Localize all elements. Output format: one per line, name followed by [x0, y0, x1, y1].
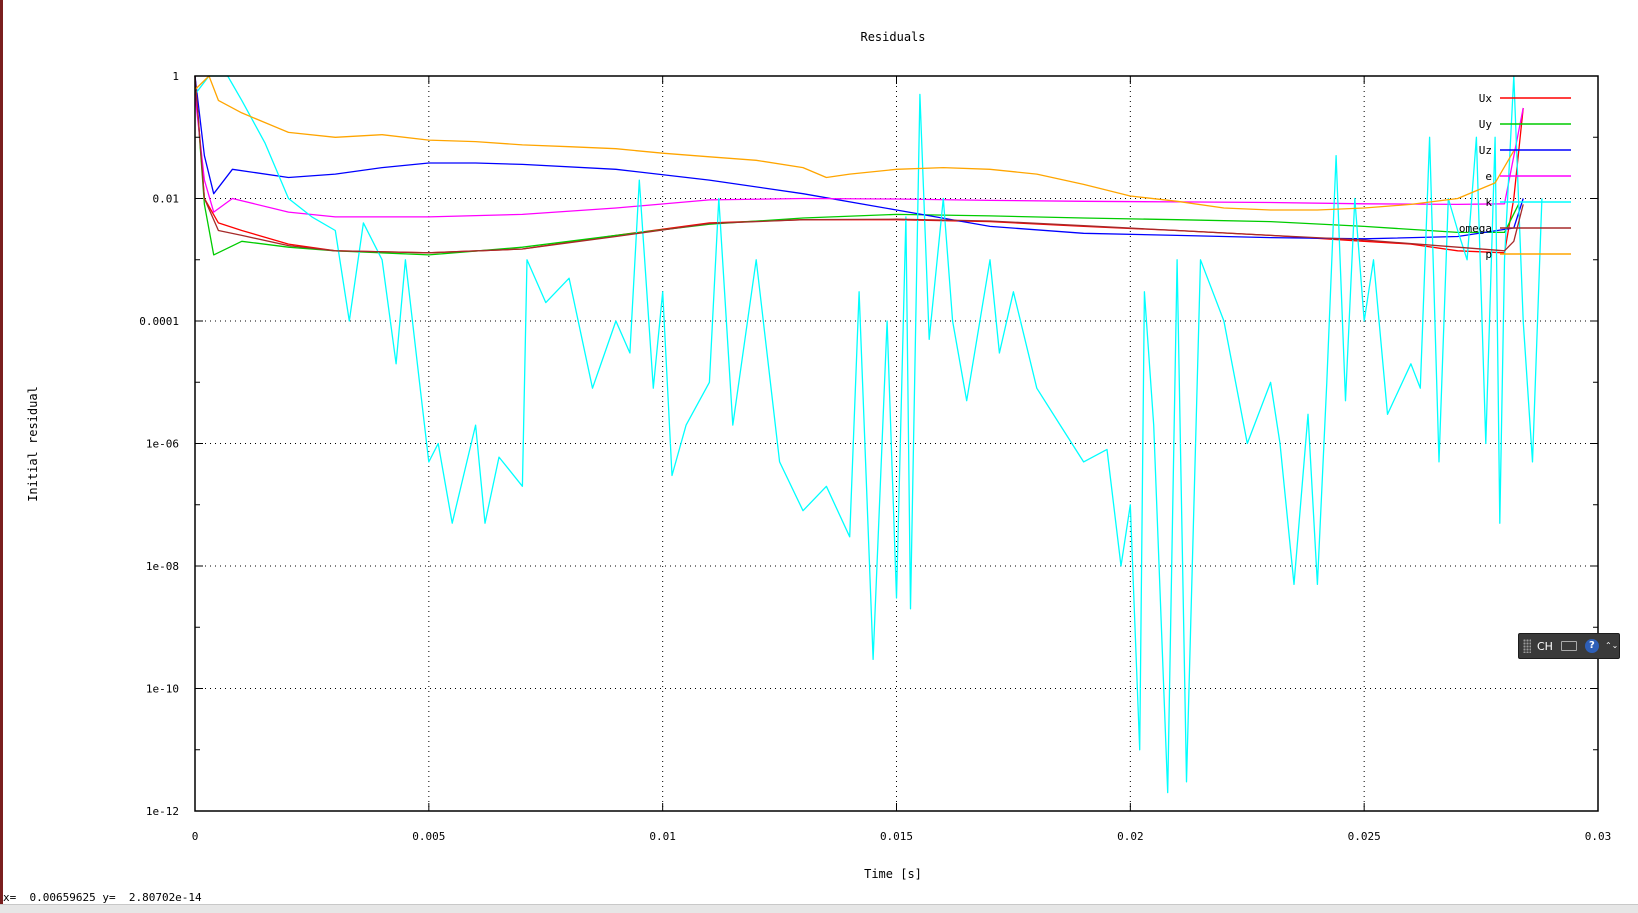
y-tick-label: 1e-12 — [146, 805, 179, 818]
series-line-Uy — [194, 75, 1520, 256]
help-icon[interactable]: ? — [1584, 639, 1599, 653]
legend-label-Uy: Uy — [1479, 118, 1493, 131]
x-tick-label: 0 — [192, 830, 199, 843]
series-line-k — [194, 75, 1543, 794]
x-tick-label: 0.01 — [649, 830, 676, 843]
input-method-toolbar[interactable]: CH ? ⌃⌄ — [1518, 633, 1620, 659]
keyboard-icon[interactable] — [1560, 641, 1577, 651]
y-axis-label: Initial residual — [26, 386, 40, 502]
drag-handle-icon[interactable] — [1523, 639, 1531, 653]
legend: Ux Uy Uz ek omega p — [1459, 92, 1571, 261]
x-tick-label: 0.03 — [1585, 830, 1612, 843]
y-tick-label: 1e-06 — [146, 438, 179, 451]
y-tick-label: 1 — [172, 70, 179, 83]
legend-label-p: p — [1485, 248, 1492, 261]
series-line-p — [194, 75, 1515, 211]
y-tick-label: 0.0001 — [139, 315, 179, 328]
axis-ticks: 0 0.005 0.01 0.015 0.02 0.025 0.03 1 0.01 0.0001 1… — [139, 70, 1611, 843]
chevron-updown-icon[interactable]: ⌃⌄ — [1604, 641, 1619, 650]
series-line-Uz — [194, 75, 1524, 240]
y-tick-label: 1e-10 — [146, 683, 179, 696]
legend-label-Uz: Uz — [1479, 144, 1492, 157]
grid-lines — [195, 76, 1598, 811]
series-line-e — [194, 94, 1524, 218]
y-tick-label: 0.01 — [153, 193, 180, 206]
legend-label-Ux: Ux — [1479, 92, 1493, 105]
series-line-omega — [194, 75, 1524, 254]
series-line-Ux — [194, 75, 1524, 254]
x-tick-label: 0.015 — [880, 830, 913, 843]
legend-label-omega: omega — [1459, 222, 1492, 235]
x-axis-label: Time [s] — [864, 867, 922, 881]
taskbar-strip — [0, 904, 1638, 913]
x-tick-label: 0.02 — [1117, 830, 1144, 843]
input-language-label[interactable]: CH — [1537, 639, 1553, 653]
y-tick-label: 1e-08 — [146, 560, 179, 573]
cursor-coordinates-status: x= 0.00659625 y= 2.80702e-14 — [3, 891, 202, 904]
legend-label-e: e — [1485, 170, 1492, 183]
x-tick-label: 0.025 — [1348, 830, 1381, 843]
x-tick-label: 0.005 — [412, 830, 445, 843]
legend-label-k: k — [1485, 196, 1492, 209]
window-left-edge — [0, 0, 3, 912]
series-lines — [194, 75, 1543, 794]
chart-title: Residuals — [860, 30, 925, 44]
